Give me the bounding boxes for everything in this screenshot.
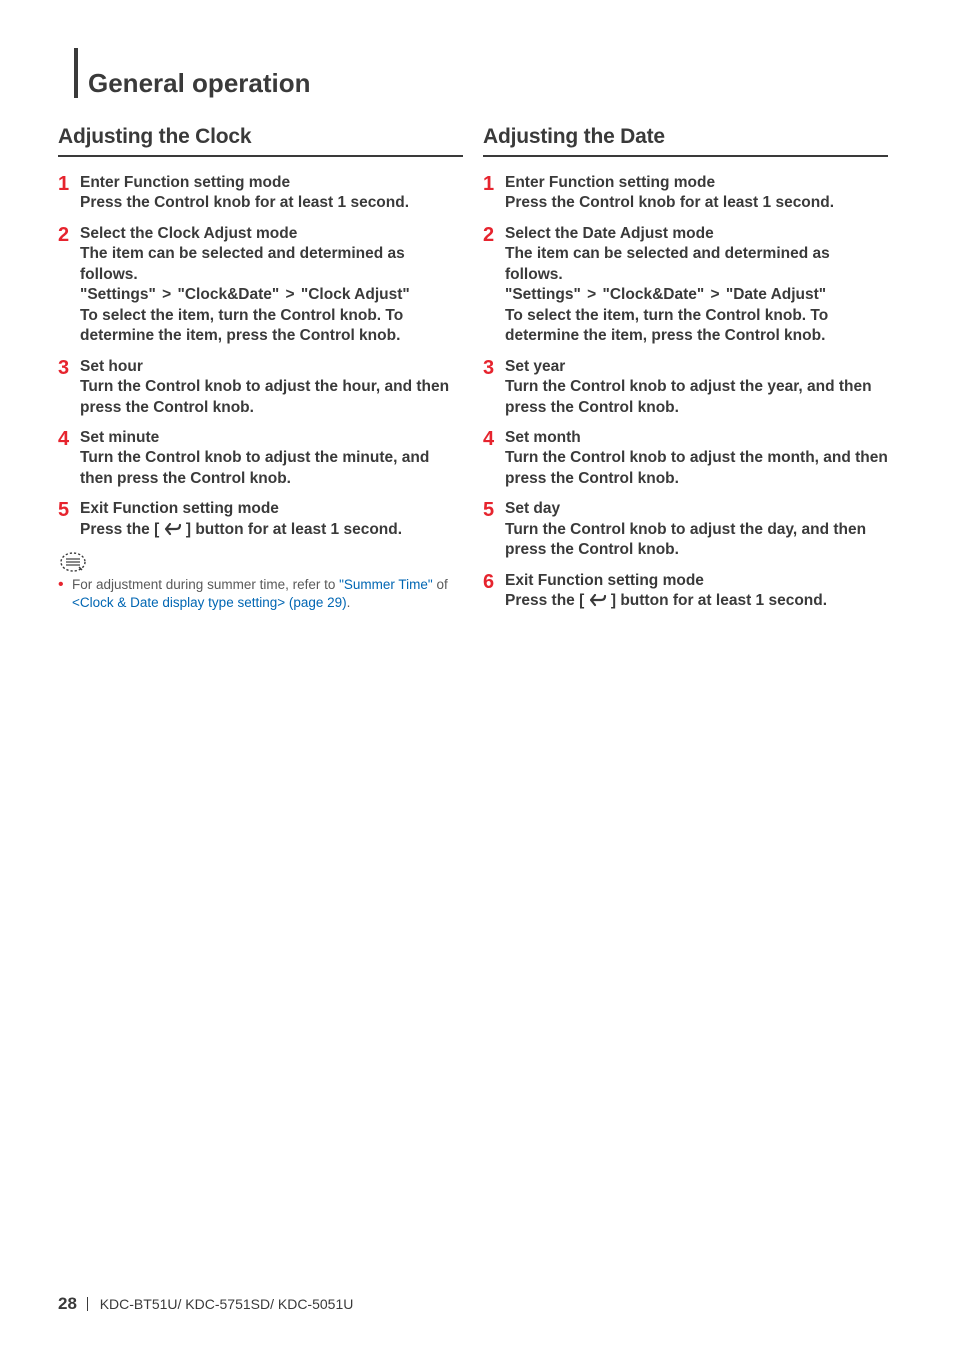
adjusting-date-title: Adjusting the Date [483, 125, 888, 157]
step-text: Turn the Control knob to adjust the minu… [80, 448, 463, 489]
step-number: 4 [483, 428, 505, 489]
adjusting-clock-title: Adjusting the Clock [58, 125, 463, 157]
back-icon [589, 593, 607, 613]
step-heading: Select the Date Adjust mode [505, 224, 888, 244]
step-heading: Enter Function setting mode [80, 173, 463, 193]
chevron-icon: > [581, 286, 603, 303]
step-text: Turn the Control knob to adjust the day,… [505, 520, 888, 561]
step-body: Set dayTurn the Control knob to adjust t… [505, 499, 888, 560]
step-body: Set monthTurn the Control knob to adjust… [505, 428, 888, 489]
step-text: To select the item, turn the Control kno… [505, 306, 888, 347]
note-icon [60, 552, 463, 572]
step-body: Exit Function setting modePress the [ ] … [505, 571, 888, 614]
right-steps: 1Enter Function setting modePress the Co… [483, 173, 888, 614]
step: 4Set monthTurn the Control knob to adjus… [483, 428, 888, 489]
note-item: • For adjustment during summer time, ref… [58, 576, 463, 612]
summer-time-link[interactable]: "Summer Time" [339, 577, 433, 592]
step-text: To select the item, turn the Control kno… [80, 306, 463, 347]
step-number: 2 [483, 224, 505, 347]
step-text: Press the Control knob for at least 1 se… [505, 193, 888, 213]
page-footer: 28 KDC-BT51U/ KDC-5751SD/ KDC-5051U [58, 1294, 353, 1314]
step-heading: Set minute [80, 428, 463, 448]
right-column: Adjusting the Date 1Enter Function setti… [483, 125, 888, 624]
step-text: Turn the Control knob to adjust the year… [505, 377, 888, 418]
accent-bar [74, 48, 78, 98]
step-heading: Exit Function setting mode [505, 571, 888, 591]
step-number: 6 [483, 571, 505, 614]
step-number: 2 [58, 224, 80, 347]
note-prefix: For adjustment during summer time, refer… [72, 577, 339, 592]
section-title: General operation [88, 68, 896, 99]
step-body: Exit Function setting modePress the [ ] … [80, 499, 463, 542]
step: 3Set hourTurn the Control knob to adjust… [58, 357, 463, 418]
step: 3Set yearTurn the Control knob to adjust… [483, 357, 888, 418]
clock-date-setting-link[interactable]: <Clock & Date display type setting> (pag… [72, 595, 347, 610]
step-heading: Set day [505, 499, 888, 519]
content-columns: Adjusting the Clock 1Enter Function sett… [58, 125, 896, 624]
step-body: Select the Date Adjust modeThe item can … [505, 224, 888, 347]
menu-path: "Settings" > "Clock&Date" > "Clock Adjus… [80, 285, 463, 305]
step-number: 1 [483, 173, 505, 214]
step-text: Press the Control knob for at least 1 se… [80, 193, 463, 213]
step-text: Turn the Control knob to adjust the hour… [80, 377, 463, 418]
page-number: 28 [58, 1294, 77, 1313]
step-heading: Exit Function setting mode [80, 499, 463, 519]
note-suffix: . [347, 595, 351, 610]
chevron-icon: > [156, 286, 178, 303]
footer-divider [87, 1297, 88, 1311]
step-body: Set hourTurn the Control knob to adjust … [80, 357, 463, 418]
left-column: Adjusting the Clock 1Enter Function sett… [58, 125, 463, 624]
step: 1Enter Function setting modePress the Co… [58, 173, 463, 214]
chevron-icon: > [279, 286, 301, 303]
step-text: Turn the Control knob to adjust the mont… [505, 448, 888, 489]
step-heading: Select the Clock Adjust mode [80, 224, 463, 244]
step-number: 3 [483, 357, 505, 418]
step-body: Set yearTurn the Control knob to adjust … [505, 357, 888, 418]
bullet-icon: • [58, 576, 72, 612]
step: 5Exit Function setting modePress the [ ]… [58, 499, 463, 542]
step-body: Enter Function setting modePress the Con… [505, 173, 888, 214]
chevron-icon: > [704, 286, 726, 303]
step-text: Press the [ ] button for at least 1 seco… [505, 591, 888, 613]
step-text: Press the [ ] button for at least 1 seco… [80, 520, 463, 542]
note-list: • For adjustment during summer time, ref… [58, 576, 463, 612]
step-body: Enter Function setting modePress the Con… [80, 173, 463, 214]
step: 6Exit Function setting modePress the [ ]… [483, 571, 888, 614]
step-body: Select the Clock Adjust modeThe item can… [80, 224, 463, 347]
step: 2Select the Clock Adjust modeThe item ca… [58, 224, 463, 347]
step-heading: Set month [505, 428, 888, 448]
note-mid: of [433, 577, 448, 592]
step-heading: Set year [505, 357, 888, 377]
step-number: 3 [58, 357, 80, 418]
step: 1Enter Function setting modePress the Co… [483, 173, 888, 214]
step-number: 5 [483, 499, 505, 560]
step: 4Set minuteTurn the Control knob to adju… [58, 428, 463, 489]
step-number: 1 [58, 173, 80, 214]
step-number: 5 [58, 499, 80, 542]
step: 5Set dayTurn the Control knob to adjust … [483, 499, 888, 560]
step-number: 4 [58, 428, 80, 489]
back-icon [164, 522, 182, 542]
step-heading: Enter Function setting mode [505, 173, 888, 193]
left-steps: 1Enter Function setting modePress the Co… [58, 173, 463, 542]
step-text: The item can be selected and determined … [505, 244, 888, 285]
step-body: Set minuteTurn the Control knob to adjus… [80, 428, 463, 489]
step-heading: Set hour [80, 357, 463, 377]
step-text: The item can be selected and determined … [80, 244, 463, 285]
step: 2Select the Date Adjust modeThe item can… [483, 224, 888, 347]
menu-path: "Settings" > "Clock&Date" > "Date Adjust… [505, 285, 888, 305]
model-list: KDC-BT51U/ KDC-5751SD/ KDC-5051U [100, 1296, 354, 1312]
note-text: For adjustment during summer time, refer… [72, 576, 463, 612]
